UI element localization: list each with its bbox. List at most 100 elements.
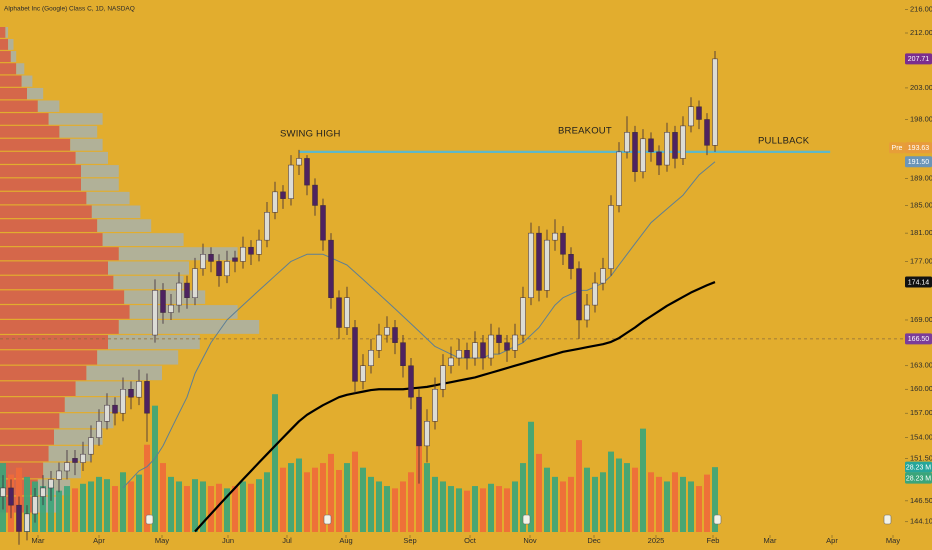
candle-body (160, 290, 166, 313)
y-tick-label: 198.00 (910, 114, 932, 123)
y-tick-label: 212.00 (910, 28, 932, 37)
candle-body (168, 304, 174, 313)
volume-bar (680, 476, 686, 532)
volume-bar (536, 453, 542, 532)
plot-layer: 216.00 212.00 203.00 198.00 189.00 185.00 181.… (0, 4, 932, 545)
candle-body (328, 239, 334, 298)
candle-body (248, 246, 254, 255)
candle-body (96, 421, 102, 438)
event-markers (145, 514, 892, 525)
volume-bar (24, 476, 30, 532)
volume-bar (112, 486, 118, 532)
volume-bar (72, 488, 78, 532)
volume-bar (368, 476, 374, 532)
candle-body (512, 334, 518, 351)
volume-bar (288, 463, 294, 532)
volume-bar (640, 428, 646, 532)
profile-up (8, 39, 14, 50)
candle-body (208, 254, 214, 262)
candle-body (296, 158, 302, 166)
candle-body (640, 138, 646, 172)
candle-body (48, 479, 54, 489)
candle-body (432, 389, 438, 422)
profile-down (0, 191, 87, 205)
profile-up (81, 165, 119, 178)
candle-body (224, 261, 230, 277)
profile-down (0, 178, 81, 191)
profile-up (70, 138, 103, 151)
y-tick-label: 154.00 (910, 433, 932, 442)
candle-body (440, 365, 446, 390)
profile-down (0, 113, 49, 125)
profile-down (0, 87, 27, 100)
volume-bar (232, 486, 238, 532)
profile-down (0, 247, 119, 261)
x-tick-label: Nov (523, 536, 537, 545)
candle-body (456, 350, 462, 359)
candle-body (464, 350, 470, 359)
volume-bar (424, 463, 430, 532)
volume-bar (48, 481, 54, 532)
volume-bar (280, 467, 286, 532)
volume-bar (544, 467, 550, 532)
volume-bar (176, 481, 182, 532)
volume-bar (440, 481, 446, 532)
x-tick-label: Dec (587, 536, 601, 545)
price-badge (905, 142, 932, 154)
candle-body (560, 232, 566, 255)
profile-up (75, 151, 108, 164)
profile-down (0, 125, 60, 138)
x-tick-label: Oct (464, 536, 477, 545)
volume-badge-label: 28.23 M (906, 476, 931, 483)
volume-bar (576, 440, 582, 532)
x-tick-label: Jun (222, 536, 234, 545)
price-badge (905, 156, 932, 168)
candle-body (240, 246, 246, 262)
profile-down (0, 100, 38, 112)
event-marker (713, 514, 722, 525)
candle-body (600, 268, 606, 284)
volume-bar (632, 467, 638, 532)
candle-body (136, 381, 142, 398)
candle-body (16, 504, 22, 532)
profile-down (0, 397, 65, 413)
event-marker (145, 514, 154, 525)
price-badge-label: 174.14 (908, 279, 930, 286)
y-tick-label: 177.00 (910, 256, 932, 265)
candle-body (352, 327, 358, 382)
candle-body (608, 205, 614, 269)
y-tick-label: 189.00 (910, 173, 932, 182)
candle-body (552, 232, 558, 241)
volume-bar (144, 444, 150, 532)
candle-body (544, 239, 550, 291)
candle-body (664, 132, 670, 166)
y-tick-label: 144.10 (910, 517, 932, 526)
candle-body (424, 421, 430, 447)
volume-bar (56, 490, 62, 532)
volume-bar (264, 472, 270, 532)
candle-body (616, 151, 622, 206)
chart-title: Alphabet Inc (Google) Class C, 1D, NASDA… (4, 6, 135, 13)
volume-bar (472, 486, 478, 532)
profile-down (0, 138, 71, 151)
candle-body (632, 132, 638, 172)
volume-bar (192, 479, 198, 532)
profile-down (0, 365, 87, 381)
annotation: SWING HIGH (280, 129, 341, 140)
profile-down (0, 413, 60, 429)
profile-down (0, 290, 125, 304)
volume-bar (352, 451, 358, 532)
candle-body (288, 164, 294, 199)
volume-bar (392, 488, 398, 532)
candle-body (472, 342, 478, 359)
y-tick-label: 216.00 (910, 4, 932, 13)
volume-bar (104, 479, 110, 532)
volume-bar (664, 481, 670, 532)
candle-body (320, 205, 326, 241)
price-badge-label: 191.50 (908, 159, 930, 166)
x-tick-label: Aug (339, 536, 352, 545)
candle-body (184, 282, 190, 298)
volume-bar (208, 486, 214, 532)
